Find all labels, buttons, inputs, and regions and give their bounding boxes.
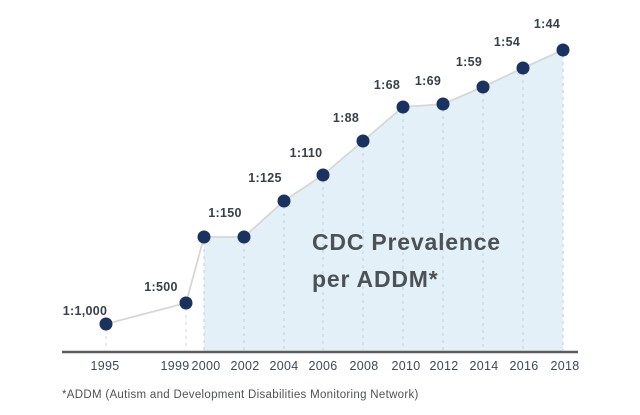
data-label-2010: 1:68: [374, 78, 400, 92]
data-label-2000: 1:150: [208, 206, 241, 220]
data-point-2000: [197, 230, 211, 244]
x-tick-label-2014: 2014: [469, 359, 498, 373]
x-tick-label-2002: 2002: [230, 359, 259, 373]
x-tick-label-2012: 2012: [429, 359, 458, 373]
data-point-2004: [277, 194, 291, 208]
data-label-2014: 1:59: [456, 55, 482, 69]
x-tick-label-2000: 2000: [191, 359, 220, 373]
data-point-2012: [436, 97, 450, 111]
chart-annotation: CDC Prevalence per ADDM*: [312, 224, 501, 298]
data-label-2004: 1:125: [248, 171, 281, 185]
data-label-1995: 1:1,000: [63, 304, 108, 318]
area-fill: [204, 50, 563, 351]
data-label-2016: 1:54: [494, 35, 520, 49]
data-point-2010: [396, 100, 410, 114]
chart-footnote: *ADDM (Autism and Development Disabiliti…: [62, 389, 419, 401]
annotation-line-1: CDC Prevalence: [312, 229, 501, 255]
data-label-2018: 1:44: [534, 17, 560, 31]
data-point-1999: [179, 296, 193, 310]
x-tick-label-1995: 1995: [90, 359, 119, 373]
x-tick-label-2006: 2006: [308, 359, 337, 373]
x-tick-label-2010: 2010: [391, 359, 420, 373]
data-label-1999: 1:500: [144, 280, 177, 294]
data-point-2008: [356, 134, 370, 148]
data-label-2008: 1:88: [333, 111, 359, 125]
data-point-2002: [237, 230, 251, 244]
data-point-2014: [476, 80, 490, 94]
data-point-1995: [99, 317, 113, 331]
data-point-2006: [316, 168, 330, 182]
series-line: [105, 49, 564, 325]
data-point-2016: [516, 61, 530, 75]
x-tick-label-2016: 2016: [509, 359, 538, 373]
annotation-line-2: per ADDM*: [312, 266, 439, 292]
x-tick-label-2008: 2008: [349, 359, 378, 373]
x-tick-label-2004: 2004: [269, 359, 298, 373]
data-point-2018: [556, 43, 570, 57]
x-tick-label-1999: 1999: [160, 359, 189, 373]
data-label-2006: 1:110: [290, 146, 323, 160]
data-label-2012: 1:69: [415, 74, 441, 88]
x-tick-label-2018: 2018: [550, 359, 579, 373]
